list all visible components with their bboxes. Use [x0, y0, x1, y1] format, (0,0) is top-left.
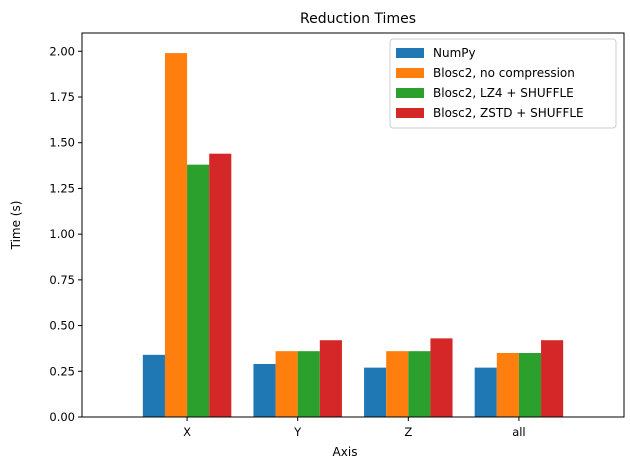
bar [275, 351, 298, 417]
bar [319, 340, 342, 417]
bar [496, 353, 519, 417]
bar [386, 351, 409, 417]
y-tick-label: 2.00 [49, 44, 75, 58]
bar [430, 338, 453, 417]
legend-label: NumPy [433, 46, 476, 60]
bar [297, 351, 320, 417]
y-tick-label: 1.50 [49, 136, 75, 150]
legend-swatch [396, 108, 424, 118]
bar [164, 53, 188, 418]
y-tick-label: 0.00 [49, 410, 75, 424]
bar [187, 164, 210, 417]
legend-label: Blosc2, no compression [433, 66, 575, 80]
legend-swatch [396, 48, 424, 58]
x-tick-label: all [512, 425, 525, 439]
y-tick-label: 1.75 [49, 90, 75, 104]
y-tick-label: 0.25 [49, 364, 75, 378]
chart-title: Reduction Times [300, 11, 416, 27]
bar [474, 367, 497, 417]
legend-label: Blosc2, LZ4 + SHUFFLE [433, 86, 574, 100]
legend-swatch [396, 68, 424, 78]
y-axis-ticks: 0.00 0.25 0.50 0.75 1.00 1.25 1.50 1.75 2.00 [49, 44, 82, 424]
y-tick-label: 1.00 [49, 227, 75, 241]
bars-group [142, 53, 564, 418]
bar [253, 363, 276, 417]
x-tick-label: Y [293, 425, 302, 439]
bar [518, 353, 542, 417]
y-tick-label: 1.25 [49, 181, 75, 195]
bar [408, 351, 431, 417]
legend-swatch [396, 88, 424, 98]
y-axis-label: Time (s) [9, 201, 23, 251]
y-tick-label: 0.50 [49, 319, 75, 333]
bar [541, 340, 564, 417]
x-tick-label: Z [404, 425, 412, 439]
bar [142, 354, 165, 417]
plot-frame [81, 32, 625, 418]
legend-box [389, 38, 617, 129]
bar [209, 153, 232, 417]
legend-label: Blosc2, ZSTD + SHUFFLE [433, 106, 584, 120]
x-tick-label: X [183, 425, 191, 439]
y-tick-label: 0.75 [49, 273, 75, 287]
legend: NumPy Blosc2, no compression Blosc2, LZ4 +… [389, 38, 617, 129]
x-axis-label: Axis [333, 445, 358, 459]
bar [364, 367, 387, 417]
